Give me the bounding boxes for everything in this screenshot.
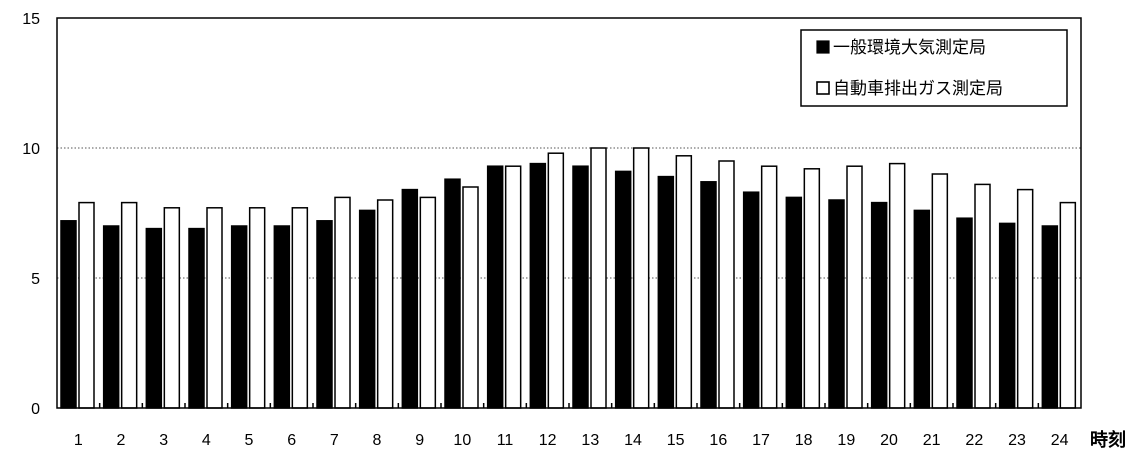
bar-roadside bbox=[760, 165, 778, 409]
bar-roadside bbox=[248, 207, 266, 409]
x-tick-label: 24 bbox=[1051, 432, 1069, 449]
x-axis-tick-labels: 1 2 3 4 5 6 7 8 9 10 11 12 13 14 15 16 17 18 19 20 21 22 23 24 bbox=[74, 432, 1069, 449]
y-tick-label: 15 bbox=[22, 11, 40, 28]
x-tick-label: 13 bbox=[581, 432, 599, 449]
x-tick-label: 5 bbox=[245, 432, 254, 449]
x-tick-label: 4 bbox=[202, 432, 211, 449]
x-tick-label: 18 bbox=[795, 432, 813, 449]
x-tick-label: 3 bbox=[159, 432, 168, 449]
bar-roadside bbox=[1016, 188, 1034, 409]
x-tick-label: 1 bbox=[74, 432, 83, 449]
x-tick-label: 21 bbox=[923, 432, 941, 449]
bar-roadside bbox=[632, 147, 650, 409]
bar-general bbox=[401, 188, 419, 409]
legend-swatch-roadside bbox=[816, 81, 830, 95]
x-tick-label: 14 bbox=[624, 432, 642, 449]
x-tick-label: 8 bbox=[373, 432, 382, 449]
bar-general bbox=[60, 220, 77, 409]
y-axis-tick-labels: 0 5 10 15 bbox=[22, 11, 40, 418]
x-tick-label: 23 bbox=[1008, 432, 1026, 449]
bar-roadside bbox=[419, 196, 437, 409]
bar-general bbox=[102, 225, 120, 409]
x-tick-label: 6 bbox=[287, 432, 296, 449]
x-axis-title: 時刻 bbox=[1090, 429, 1126, 451]
bar-roadside bbox=[78, 201, 95, 409]
bar-general bbox=[529, 162, 547, 409]
x-tick-label: 17 bbox=[752, 432, 770, 449]
x-axis-ticks bbox=[98, 403, 1040, 408]
bar-general bbox=[572, 165, 589, 409]
x-tick-label: 12 bbox=[539, 432, 557, 449]
bar-general bbox=[657, 175, 675, 409]
bar-roadside bbox=[974, 183, 991, 409]
x-tick-label: 2 bbox=[117, 432, 126, 449]
bar-roadside bbox=[206, 207, 223, 409]
bar-general bbox=[614, 170, 632, 409]
x-tick-label: 22 bbox=[965, 432, 983, 449]
y-tick-label: 0 bbox=[31, 401, 40, 418]
bar-roadside bbox=[803, 168, 821, 409]
x-tick-label: 19 bbox=[837, 432, 855, 449]
bar-general bbox=[700, 181, 717, 409]
bar-roadside bbox=[462, 186, 479, 409]
legend-swatch-general bbox=[816, 40, 830, 54]
bar-general bbox=[145, 227, 163, 409]
x-tick-label: 10 bbox=[453, 432, 471, 449]
bar-general bbox=[956, 217, 973, 409]
bars bbox=[60, 147, 1077, 409]
bar-general bbox=[273, 225, 291, 409]
x-tick-label: 16 bbox=[709, 432, 727, 449]
bar-roadside bbox=[334, 196, 351, 409]
bar-roadside bbox=[376, 199, 394, 409]
x-tick-label: 7 bbox=[330, 432, 339, 449]
bar-roadside bbox=[120, 201, 138, 409]
bar-general bbox=[913, 209, 931, 409]
bar-general bbox=[870, 201, 888, 409]
bar-roadside bbox=[1059, 201, 1077, 409]
bar-roadside bbox=[846, 165, 863, 409]
bar-roadside bbox=[504, 165, 522, 409]
x-tick-label: 11 bbox=[497, 432, 514, 449]
bar-general bbox=[998, 222, 1016, 409]
bar-roadside bbox=[291, 207, 309, 409]
bar-roadside bbox=[590, 147, 607, 409]
bar-general bbox=[828, 199, 845, 409]
legend-label-general: 一般環境大気測定局 bbox=[833, 38, 986, 58]
bar-general bbox=[358, 209, 376, 409]
x-tick-label: 9 bbox=[415, 432, 424, 449]
x-tick-label: 15 bbox=[667, 432, 685, 449]
bar-roadside bbox=[888, 162, 906, 409]
y-tick-label: 10 bbox=[22, 141, 40, 158]
bar-roadside bbox=[163, 207, 181, 409]
legend: 一般環境大気測定局 自動車排出ガス測定局 bbox=[800, 29, 1068, 107]
bar-general bbox=[742, 191, 760, 409]
bar-general bbox=[785, 196, 803, 409]
bar-general bbox=[486, 165, 504, 409]
legend-label-roadside: 自動車排出ガス測定局 bbox=[833, 79, 1003, 99]
bar-roadside bbox=[675, 155, 693, 409]
legend-box bbox=[800, 29, 1068, 107]
bar-general bbox=[230, 225, 248, 409]
bar-roadside bbox=[718, 160, 735, 409]
bar-general bbox=[444, 178, 461, 409]
bar-general bbox=[188, 227, 205, 409]
gridlines bbox=[57, 147, 1081, 279]
bar-roadside bbox=[931, 173, 949, 409]
x-tick-label: 20 bbox=[880, 432, 898, 449]
bar-roadside bbox=[547, 152, 565, 409]
bar-general bbox=[316, 220, 333, 409]
bar-general bbox=[1041, 225, 1059, 409]
y-tick-label: 5 bbox=[31, 271, 40, 288]
